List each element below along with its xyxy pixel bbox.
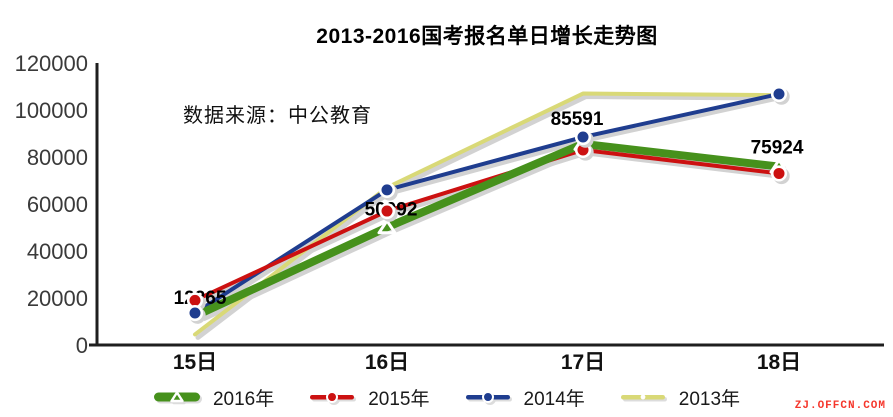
data-label: 85591 bbox=[551, 109, 604, 130]
circle-marker-2015年 bbox=[378, 202, 396, 220]
legend-item-2013年: 2013年 bbox=[619, 384, 740, 411]
legend-item-2015年: 2015年 bbox=[308, 384, 430, 411]
legend-item-2014年: 2014年 bbox=[464, 384, 585, 411]
series-line-2015年 bbox=[193, 147, 781, 303]
data-source-note: 数据来源：中公教育 bbox=[183, 105, 372, 127]
legend-item-2016年: 2016年 bbox=[153, 384, 274, 411]
x-axis-label: 18日 bbox=[757, 351, 801, 374]
series-line-2014年 bbox=[193, 92, 781, 316]
circle-marker-2014年 bbox=[770, 85, 788, 103]
y-tick-label: 20000 bbox=[27, 286, 88, 311]
chart-legend: 2016年 2015年 2014年 2013年 bbox=[0, 381, 893, 413]
y-tick-label: 80000 bbox=[27, 145, 88, 170]
legend-marker-circle bbox=[465, 391, 510, 403]
circle-marker-2014年 bbox=[378, 181, 396, 198]
x-axis-label: 15日 bbox=[173, 351, 217, 374]
circle-marker-2014年 bbox=[574, 128, 592, 146]
legend-marker-triangle bbox=[153, 391, 200, 403]
y-tick-label: 100000 bbox=[15, 98, 88, 123]
legend-label: 2014年 bbox=[523, 388, 585, 410]
chart-title: 2013-2016国考报名单日增长走势图 bbox=[316, 25, 658, 48]
y-tick-label: 120000 bbox=[15, 51, 88, 76]
legend-marker-circle bbox=[310, 391, 355, 403]
triangle-marker bbox=[377, 219, 397, 235]
legend-marker-none bbox=[620, 394, 665, 400]
legend-label: 2015年 bbox=[368, 388, 430, 410]
y-tick-label: 0 bbox=[76, 333, 88, 358]
circle-marker-2014年 bbox=[186, 304, 204, 322]
x-axis-label: 17日 bbox=[561, 351, 605, 374]
series-line-shadow bbox=[193, 142, 787, 324]
data-label: 75924 bbox=[751, 138, 804, 159]
y-tick-label: 60000 bbox=[27, 192, 88, 217]
x-axis-label: 16日 bbox=[365, 351, 409, 374]
series-line-2016年 bbox=[191, 139, 783, 321]
circle-marker-2015年 bbox=[770, 165, 788, 182]
legend-label: 2016年 bbox=[212, 388, 275, 410]
series-line-shadow bbox=[195, 94, 785, 340]
y-tick-label: 40000 bbox=[27, 239, 88, 264]
watermark: ZJ.OFFCN.COM bbox=[794, 400, 886, 412]
legend-label: 2013年 bbox=[678, 388, 741, 410]
series-line-2013年 bbox=[193, 91, 781, 337]
